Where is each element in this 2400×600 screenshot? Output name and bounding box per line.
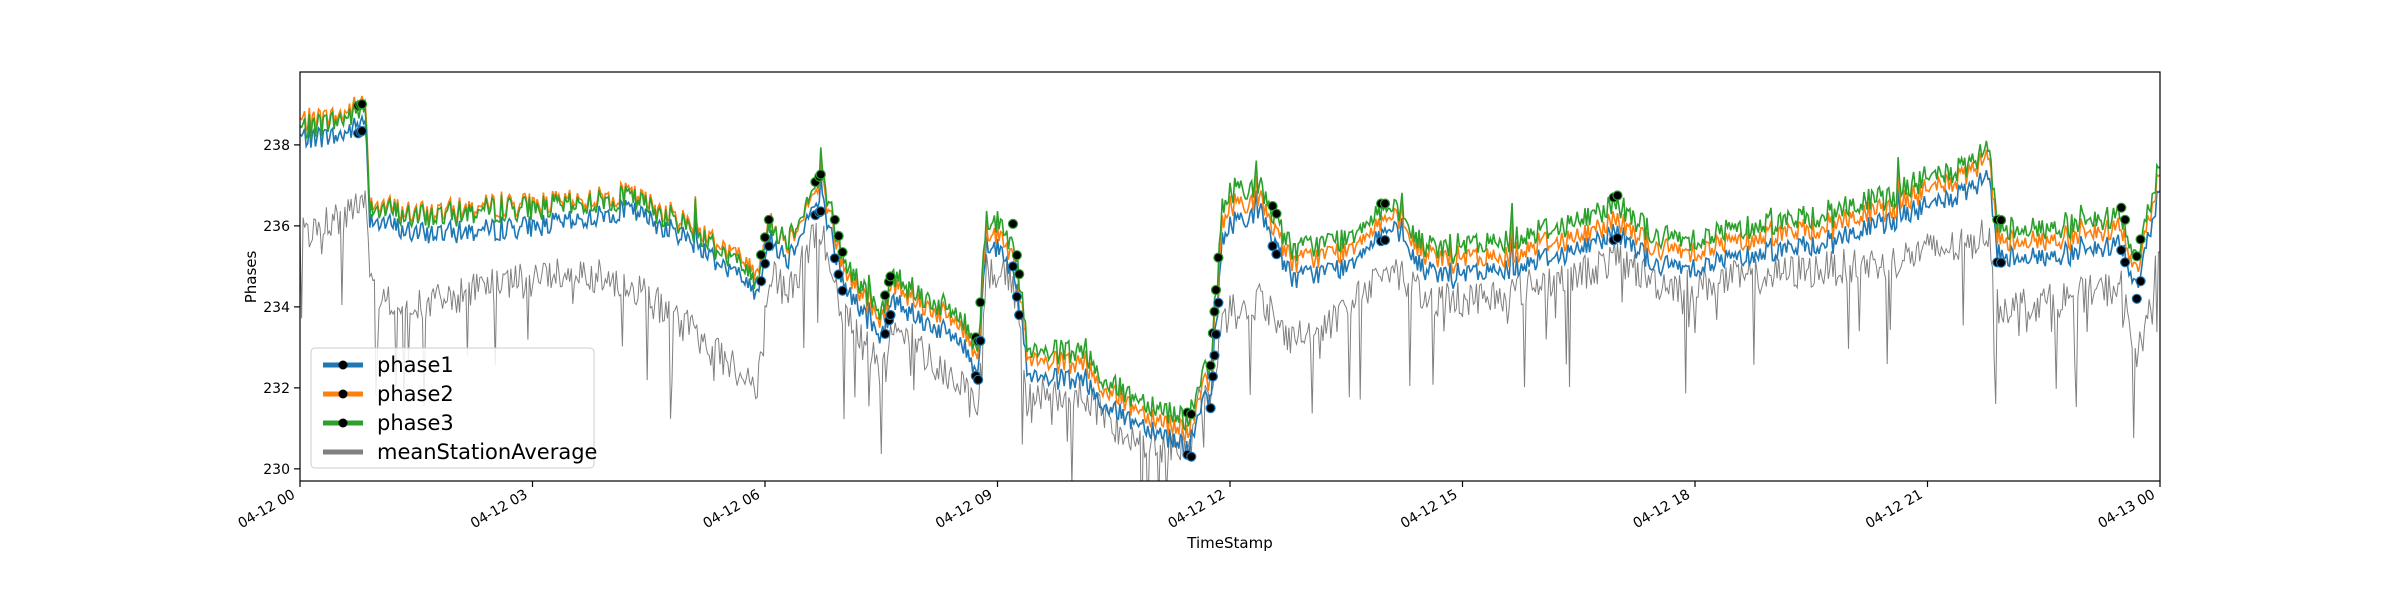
y-tick-label: 238 xyxy=(263,138,290,154)
event-marker xyxy=(837,285,848,296)
event-marker xyxy=(2135,234,2146,245)
event-marker xyxy=(1011,291,1023,302)
event-marker xyxy=(2135,276,2146,287)
legend-marker xyxy=(338,360,348,370)
event-marker xyxy=(1014,269,1025,280)
event-marker xyxy=(2116,245,2127,256)
event-marker xyxy=(1995,215,2007,226)
event-marker xyxy=(885,309,896,321)
event-marker xyxy=(1007,218,1019,229)
series-layer xyxy=(300,95,2160,481)
y-tick-label: 232 xyxy=(263,381,290,397)
event-marker xyxy=(815,206,826,217)
legend: phase1 phase2 phase3 meanStationAverage xyxy=(310,347,597,469)
series-line-phase3 xyxy=(300,102,2160,432)
event-marker xyxy=(1213,297,1224,308)
event-marker xyxy=(1205,360,1216,371)
series-line-phase1 xyxy=(300,113,2160,458)
event-marker xyxy=(1379,235,1391,246)
event-marker xyxy=(1210,284,1222,296)
event-marker xyxy=(879,328,891,339)
x-axis-label: TimeStamp xyxy=(1186,534,1272,552)
legend-box xyxy=(310,347,595,469)
event-marker xyxy=(2120,257,2131,268)
event-marker xyxy=(879,290,891,301)
event-marker xyxy=(1612,190,1623,201)
legend-marker xyxy=(338,418,348,428)
series-line-meanstationaverage xyxy=(300,190,2160,481)
event-marker xyxy=(1267,241,1278,252)
event-marker xyxy=(763,214,775,225)
event-marker xyxy=(1210,329,1222,340)
event-marker xyxy=(356,98,368,110)
event-marker xyxy=(815,169,826,180)
y-tick-label: 230 xyxy=(263,462,290,478)
event-marker xyxy=(356,125,368,137)
event-marker xyxy=(759,232,771,243)
event-marker xyxy=(1209,306,1220,317)
event-marker xyxy=(759,258,771,269)
legend-label-phase2: phase2 xyxy=(377,382,454,406)
legend-label-meanstationaverage: meanStationAverage xyxy=(377,440,597,464)
event-marker xyxy=(829,253,840,264)
y-tick-label: 234 xyxy=(263,300,290,316)
event-marker xyxy=(2131,293,2142,304)
event-marker xyxy=(1011,250,1023,261)
event-marker xyxy=(1205,403,1216,414)
event-marker xyxy=(1186,451,1197,462)
event-marker xyxy=(1014,309,1025,321)
event-marker xyxy=(755,276,767,287)
event-marker xyxy=(1379,198,1391,209)
event-marker xyxy=(763,241,775,252)
event-marker xyxy=(837,247,848,258)
event-marker xyxy=(972,374,984,385)
marker-layer xyxy=(353,98,2146,462)
event-marker xyxy=(1271,208,1282,219)
y-axis: 230 232 234 236 238 xyxy=(263,138,300,478)
event-marker xyxy=(2116,202,2127,213)
event-marker xyxy=(1271,249,1282,260)
event-marker xyxy=(885,271,896,282)
event-marker xyxy=(975,297,986,308)
event-marker xyxy=(1612,232,1623,244)
y-tick-label: 236 xyxy=(263,219,290,235)
event-marker xyxy=(1207,371,1219,382)
event-marker xyxy=(1209,350,1220,361)
event-marker xyxy=(1213,252,1224,263)
event-marker xyxy=(2120,214,2131,225)
y-axis-label: Phases xyxy=(242,251,260,304)
legend-label-phase3: phase3 xyxy=(377,411,454,435)
event-marker xyxy=(2131,251,2142,262)
event-marker xyxy=(1186,409,1197,420)
event-marker xyxy=(755,249,767,260)
event-marker xyxy=(975,335,986,346)
event-marker xyxy=(829,214,840,225)
event-marker xyxy=(1007,261,1019,272)
event-marker xyxy=(833,230,844,242)
legend-marker xyxy=(338,389,348,399)
event-marker xyxy=(1995,257,2007,268)
event-marker xyxy=(833,269,844,280)
legend-label-phase1: phase1 xyxy=(377,353,454,377)
